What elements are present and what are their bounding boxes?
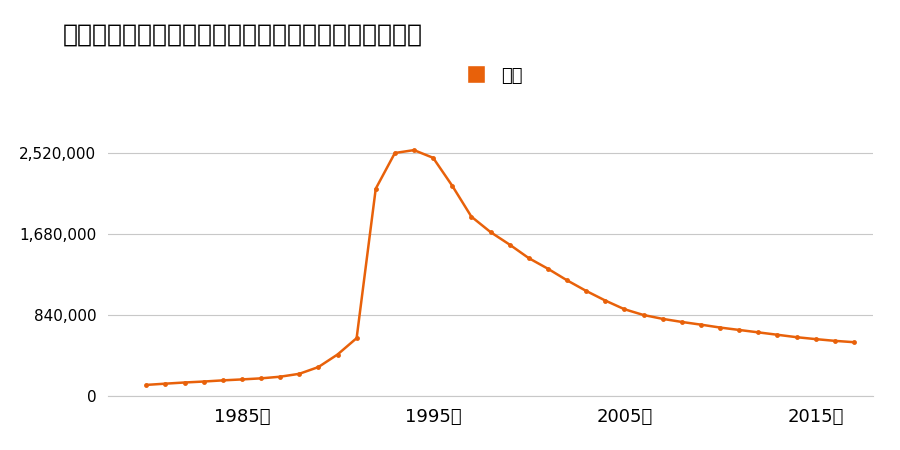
Legend: 価格: 価格 [451,59,530,92]
Text: 福岡県北九州市小倉北区浅野町２番４７９の地価推移: 福岡県北九州市小倉北区浅野町２番４７９の地価推移 [63,22,423,46]
